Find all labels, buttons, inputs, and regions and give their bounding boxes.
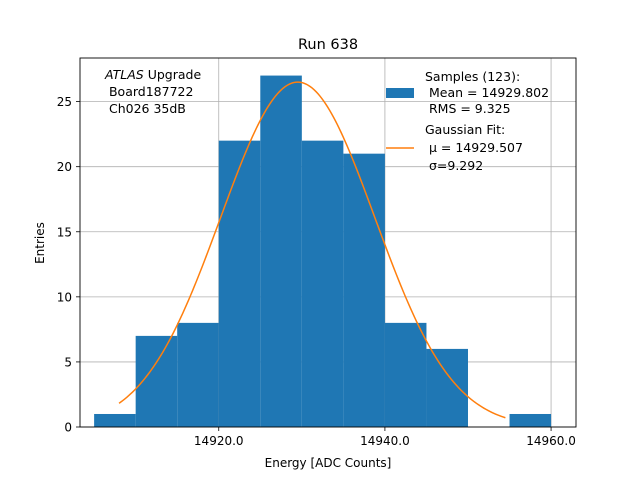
gaussian-fit-curve <box>118 81 506 419</box>
x-tick-label: 14960.0 <box>526 434 576 448</box>
y-tick-label: 20 <box>57 160 72 174</box>
legend-fit-line-2: μ = 14929.507 <box>425 140 523 155</box>
annotation-text: ATLAS Upgrade Board187722 Ch026 35dB <box>104 67 201 116</box>
legend-samples-line-2: Mean = 14929.802 <box>425 85 549 100</box>
legend-fit-line-3: σ=9.292 <box>425 158 483 173</box>
annotation-atlas: ATLAS <box>104 67 144 82</box>
histogram-bar <box>343 153 385 427</box>
histogram-bar <box>509 413 552 427</box>
y-tick-label: 0 <box>64 421 72 435</box>
histogram-bar <box>260 75 302 428</box>
y-tick-label: 10 <box>57 290 72 304</box>
histogram-bar <box>384 322 427 427</box>
y-tick-label: 15 <box>57 225 72 239</box>
annotation-upgrade: Upgrade <box>144 67 202 82</box>
legend-fit-line-1: Gaussian Fit: <box>425 122 505 137</box>
x-tick-label: 14920.0 <box>194 434 244 448</box>
x-axis-label: Energy [ADC Counts] <box>265 456 392 470</box>
y-tick-label: 5 <box>64 355 72 369</box>
plot-frame <box>79 57 577 428</box>
fit-curve-group <box>118 81 506 419</box>
annotation-line-3: Ch026 35dB <box>105 101 186 116</box>
legend: Samples (123): Mean = 14929.802 RMS = 9.… <box>386 69 549 173</box>
histogram-bar <box>177 322 219 427</box>
histogram-bars <box>94 75 552 428</box>
y-tick-label: 25 <box>57 95 72 109</box>
annotation-line-2: Board187722 <box>105 84 193 99</box>
annotation-line-1: ATLAS Upgrade <box>104 67 201 82</box>
legend-samples-swatch <box>386 88 414 98</box>
x-tick-label: 14940.0 <box>360 434 410 448</box>
histogram-bar <box>301 140 344 427</box>
legend-samples-line-3: RMS = 9.325 <box>425 101 511 116</box>
y-axis-label: Entries <box>33 222 47 264</box>
legend-samples-line-1: Samples (123): <box>425 69 520 84</box>
histogram-bar <box>94 413 136 427</box>
histogram-bar <box>426 348 468 427</box>
chart-title: Run 638 <box>298 37 358 53</box>
axis-ticks: 14920.0 14940.0 14960.0 0 5 10 15 20 25 <box>57 95 576 448</box>
histogram-bar <box>218 140 261 427</box>
